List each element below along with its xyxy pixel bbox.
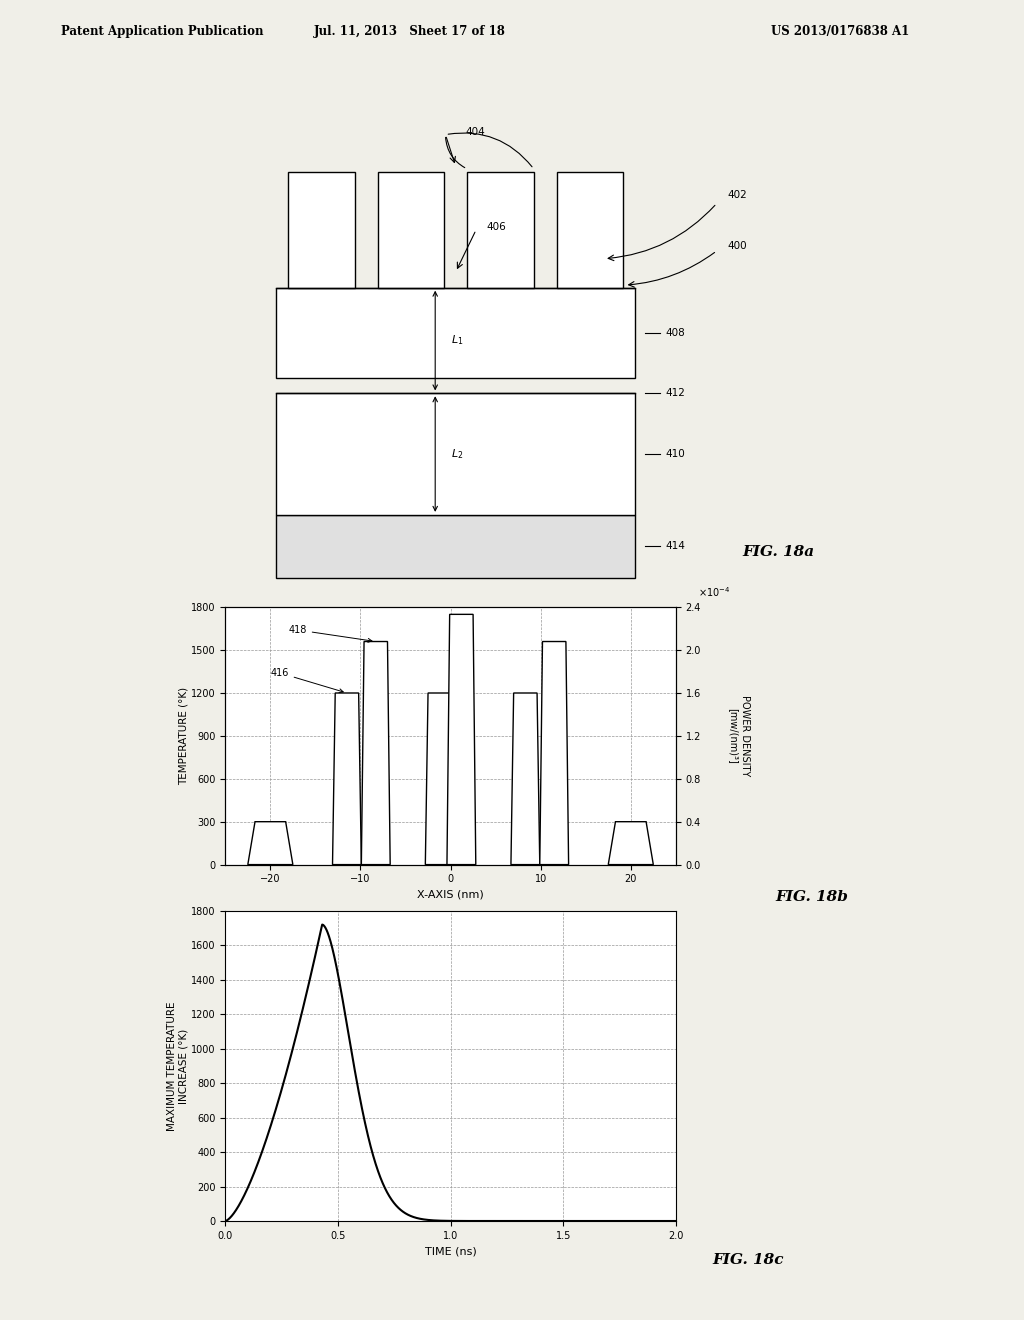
Text: 408: 408 (666, 327, 685, 338)
Polygon shape (446, 614, 476, 865)
Text: 410: 410 (666, 449, 685, 459)
Text: FIG. 18a: FIG. 18a (742, 545, 814, 558)
Text: 400: 400 (727, 240, 746, 251)
Y-axis label: POWER DENSITY
[mw/(nm)³]: POWER DENSITY [mw/(nm)³] (728, 696, 750, 776)
Bar (467, 172, 534, 288)
X-axis label: TIME (ns): TIME (ns) (425, 1246, 476, 1257)
Bar (557, 172, 624, 288)
Text: Jul. 11, 2013   Sheet 17 of 18: Jul. 11, 2013 Sheet 17 of 18 (313, 25, 506, 38)
Text: Patent Application Publication: Patent Application Publication (61, 25, 264, 38)
Bar (276, 515, 635, 578)
Text: 416: 416 (270, 668, 343, 693)
Text: $L_1$: $L_1$ (451, 334, 463, 347)
Bar (276, 288, 635, 378)
Polygon shape (540, 642, 568, 865)
Text: FIG. 18c: FIG. 18c (712, 1254, 783, 1267)
Polygon shape (425, 693, 455, 865)
Polygon shape (608, 821, 653, 865)
Bar (288, 172, 354, 288)
Polygon shape (361, 642, 390, 865)
Text: 404: 404 (466, 127, 485, 137)
Bar (276, 393, 635, 515)
Text: 402: 402 (727, 190, 746, 201)
Text: 418: 418 (289, 624, 372, 643)
Text: FIG. 18b: FIG. 18b (775, 890, 848, 904)
Y-axis label: TEMPERATURE (°K): TEMPERATURE (°K) (178, 686, 188, 785)
Bar (378, 172, 444, 288)
Text: $\times10^{-4}$: $\times10^{-4}$ (698, 586, 731, 599)
X-axis label: X-AXIS (nm): X-AXIS (nm) (417, 890, 484, 900)
Text: 412: 412 (666, 388, 685, 399)
Text: US 2013/0176838 A1: US 2013/0176838 A1 (770, 25, 909, 38)
Polygon shape (333, 693, 361, 865)
Text: $L_2$: $L_2$ (451, 447, 463, 461)
Polygon shape (511, 693, 540, 865)
Y-axis label: MAXIMUM TEMPERATURE
INCREASE (°K): MAXIMUM TEMPERATURE INCREASE (°K) (167, 1001, 188, 1131)
Text: 406: 406 (486, 222, 506, 232)
Text: 414: 414 (666, 541, 685, 552)
Polygon shape (248, 821, 293, 865)
